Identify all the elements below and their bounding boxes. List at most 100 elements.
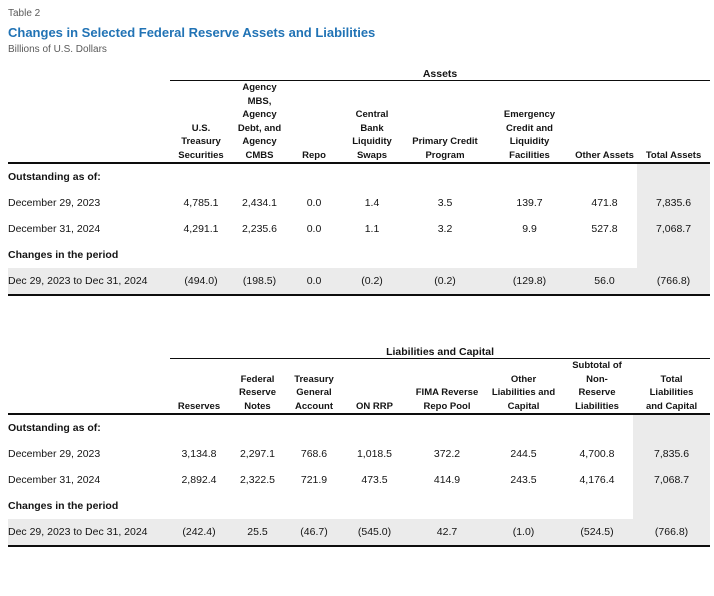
value-cell: (198.5) bbox=[232, 268, 287, 296]
column-header: Federal Reserve Notes bbox=[228, 358, 287, 415]
value-cell: 0.0 bbox=[306, 223, 322, 235]
table-row: December 29, 2023 3,134.8 2,297.1 768.6 … bbox=[8, 441, 711, 467]
total-column-spacer bbox=[637, 242, 711, 268]
section-row: Outstanding as of: bbox=[8, 414, 711, 441]
total-column-spacer bbox=[633, 414, 711, 441]
value-cell: 721.9 bbox=[300, 474, 328, 486]
value-cell: (524.5) bbox=[561, 519, 633, 547]
total-value-cell: (766.8) bbox=[637, 268, 711, 296]
value-cell: 1.4 bbox=[364, 197, 380, 209]
value-cell: 2,434.1 bbox=[241, 197, 278, 209]
value-cell: (46.7) bbox=[287, 519, 341, 547]
value-cell: 2,322.5 bbox=[239, 474, 276, 486]
value-cell: 3.2 bbox=[437, 223, 453, 235]
section-row: Outstanding as of: bbox=[8, 163, 711, 190]
value-cell: 4,176.4 bbox=[579, 474, 615, 486]
total-value-cell: 7,068.7 bbox=[633, 467, 711, 493]
page-title: Changes in Selected Federal Reserve Asse… bbox=[8, 25, 376, 40]
total-value-cell: 7,835.6 bbox=[633, 441, 711, 467]
total-value-cell: (766.8) bbox=[633, 519, 711, 547]
page: Table 2 Changes in Selected Federal Rese… bbox=[8, 8, 711, 547]
value-cell: 4,785.1 bbox=[183, 197, 219, 209]
units-subtitle: Billions of U.S. Dollars bbox=[8, 44, 107, 55]
value-cell: 2,892.4 bbox=[181, 474, 217, 486]
table-row: December 29, 2023 4,785.1 2,434.1 0.0 1.… bbox=[8, 190, 711, 216]
value-cell: 244.5 bbox=[510, 448, 537, 460]
table-row: December 31, 2024 4,291.1 2,235.6 0.0 1.… bbox=[8, 216, 711, 242]
assets-table: Assets U.S. Treasury Securities Agency M… bbox=[8, 68, 711, 296]
value-cell: 372.2 bbox=[433, 448, 461, 460]
total-value-cell: 7,835.6 bbox=[637, 190, 711, 216]
table-number-label: Table 2 bbox=[8, 8, 41, 19]
total-value-cell: 7,068.7 bbox=[637, 216, 711, 242]
value-cell: 1,018.5 bbox=[356, 448, 393, 460]
value-cell: (242.4) bbox=[170, 519, 228, 547]
row-label-header bbox=[8, 358, 170, 415]
value-cell: (1.0) bbox=[486, 519, 561, 547]
value-cell: 414.9 bbox=[433, 474, 461, 486]
group-header-row: Liabilities and Capital bbox=[8, 346, 711, 359]
column-header: Other Assets bbox=[572, 80, 637, 164]
value-cell: 25.5 bbox=[228, 519, 287, 547]
value-cell: 3.5 bbox=[437, 197, 453, 209]
value-cell: 42.7 bbox=[408, 519, 486, 547]
section-row: Changes in the period bbox=[8, 493, 711, 519]
row-label: December 31, 2024 bbox=[8, 474, 101, 486]
section-label: Changes in the period bbox=[8, 500, 119, 512]
column-header: Total Liabilities and Capital bbox=[633, 358, 711, 415]
section-label: Outstanding as of: bbox=[8, 171, 101, 183]
section-label: Outstanding as of: bbox=[8, 422, 101, 434]
value-cell: (0.2) bbox=[403, 268, 487, 296]
corner-cell bbox=[8, 346, 170, 359]
value-cell: 4,291.1 bbox=[183, 223, 219, 235]
value-cell: 243.5 bbox=[510, 474, 537, 486]
column-header: Agency MBS, Agency Debt, and Agency CMBS bbox=[232, 80, 287, 164]
corner-cell bbox=[8, 68, 170, 81]
value-cell: 471.8 bbox=[591, 197, 618, 209]
column-header: Central Bank Liquidity Swaps bbox=[341, 80, 403, 164]
section-label: Changes in the period bbox=[8, 249, 119, 261]
column-header: Treasury General Account bbox=[287, 358, 341, 415]
column-header: Total Assets bbox=[637, 80, 711, 164]
value-cell: 56.0 bbox=[572, 268, 637, 296]
column-header: FIMA Reverse Repo Pool bbox=[408, 358, 486, 415]
row-label: December 29, 2023 bbox=[8, 197, 101, 209]
column-header: Reserves bbox=[170, 358, 228, 415]
column-header: U.S. Treasury Securities bbox=[170, 80, 232, 164]
value-cell: 768.6 bbox=[300, 448, 328, 460]
value-cell: (0.2) bbox=[341, 268, 403, 296]
total-column-spacer bbox=[637, 163, 711, 190]
column-header-row: U.S. Treasury Securities Agency MBS, Age… bbox=[8, 80, 711, 164]
row-label: Dec 29, 2023 to Dec 31, 2024 bbox=[8, 519, 170, 547]
value-cell: (494.0) bbox=[170, 268, 232, 296]
row-label: December 31, 2024 bbox=[8, 223, 101, 235]
value-cell: 0.0 bbox=[287, 268, 341, 296]
column-header: Other Liabilities and Capital bbox=[486, 358, 561, 415]
group-header-row: Assets bbox=[8, 68, 711, 81]
column-header: Primary Credit Program bbox=[403, 80, 487, 164]
value-cell: 473.5 bbox=[361, 474, 388, 486]
column-header: ON RRP bbox=[341, 358, 408, 415]
liabilities-group-header: Liabilities and Capital bbox=[170, 346, 711, 359]
column-header: Subtotal of Non- Reserve Liabilities bbox=[561, 358, 633, 415]
row-label-header bbox=[8, 80, 170, 164]
liabilities-table: Liabilities and Capital Reserves Federal… bbox=[8, 346, 711, 547]
row-label: Dec 29, 2023 to Dec 31, 2024 bbox=[8, 268, 170, 296]
value-cell: 2,235.6 bbox=[241, 223, 278, 235]
row-label: December 29, 2023 bbox=[8, 448, 101, 460]
value-cell: 1.1 bbox=[364, 223, 380, 235]
column-header-row: Reserves Federal Reserve Notes Treasury … bbox=[8, 358, 711, 415]
value-cell: (545.0) bbox=[341, 519, 408, 547]
change-row: Dec 29, 2023 to Dec 31, 2024 (242.4) 25.… bbox=[8, 519, 711, 547]
column-header: Repo bbox=[287, 80, 341, 164]
column-header: Emergency Credit and Liquidity Facilitie… bbox=[487, 80, 572, 164]
value-cell: 139.7 bbox=[516, 197, 543, 209]
total-column-spacer bbox=[633, 493, 711, 519]
table-row: December 31, 2024 2,892.4 2,322.5 721.9 … bbox=[8, 467, 711, 493]
section-row: Changes in the period bbox=[8, 242, 711, 268]
value-cell: 527.8 bbox=[591, 223, 618, 235]
value-cell: 2,297.1 bbox=[239, 448, 276, 460]
value-cell: 4,700.8 bbox=[579, 448, 615, 460]
assets-group-header: Assets bbox=[170, 68, 711, 81]
value-cell: 9.9 bbox=[522, 223, 537, 235]
